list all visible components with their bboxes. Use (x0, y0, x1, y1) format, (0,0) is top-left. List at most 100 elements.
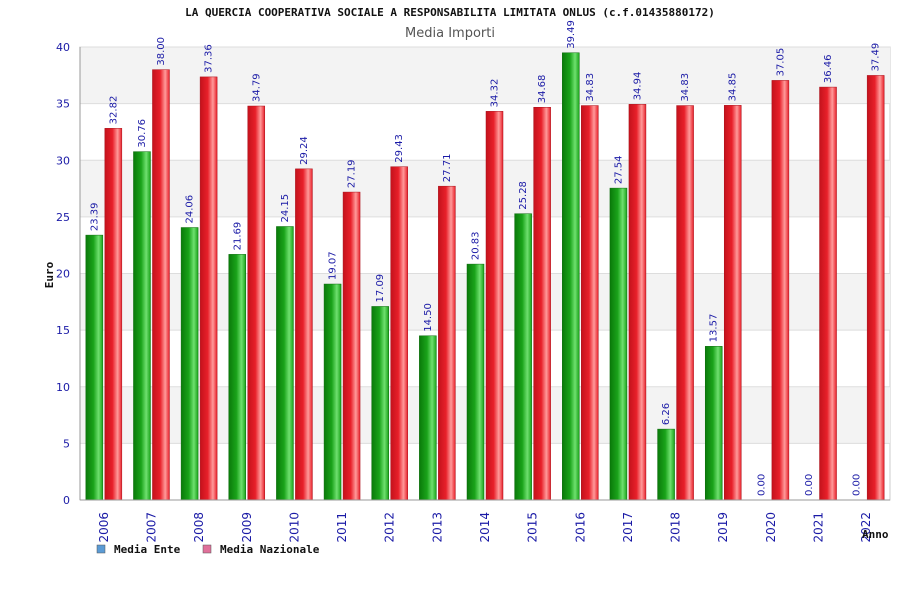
value-label-media-ente-2018: 6.26 (661, 403, 672, 425)
value-label-media-nazionale-2022: 37.49 (871, 43, 882, 72)
value-label-media-ente-2022: 0.00 (852, 474, 863, 496)
x-tick-label-2020: 2020 (764, 512, 778, 543)
bar-media-ente-2011 (323, 283, 342, 501)
legend-swatch-media-nazionale (202, 544, 212, 554)
x-tick-label-2013: 2013 (430, 512, 444, 543)
value-label-media-ente-2008: 24.06 (185, 195, 196, 224)
legend-label-media-nazionale: Media Nazionale (220, 543, 320, 556)
legend-item-media-ente: Media Ente (96, 543, 181, 556)
x-tick-label-2008: 2008 (192, 512, 206, 543)
value-label-media-nazionale-2021: 36.46 (823, 54, 834, 83)
x-tick-label-2017: 2017 (621, 512, 635, 543)
bar-media-ente-2015 (514, 213, 532, 501)
value-label-media-ente-2019: 13.57 (709, 314, 720, 343)
bar-media-nazionale-2010 (295, 168, 313, 501)
bar-media-nazionale-2014 (485, 111, 504, 501)
x-tick-label-2015: 2015 (526, 512, 540, 543)
x-tick-label-2011: 2011 (335, 512, 349, 543)
value-label-media-ente-2012: 17.09 (375, 274, 386, 303)
bar-media-nazionale-2018 (676, 105, 694, 501)
value-label-media-nazionale-2013: 27.71 (442, 154, 453, 183)
y-tick-label: 10 (56, 381, 70, 394)
bar-media-nazionale-2007 (152, 69, 170, 501)
bar-media-nazionale-2009 (247, 105, 266, 501)
value-label-media-ente-2014: 20.83 (471, 231, 482, 260)
y-tick-label: 5 (63, 437, 70, 450)
bar-media-nazionale-2011 (342, 191, 361, 501)
bar-media-nazionale-2008 (199, 76, 218, 501)
y-tick-label: 25 (56, 211, 70, 224)
bar-media-ente-2012 (371, 306, 389, 501)
x-tick-label-2021: 2021 (812, 512, 826, 543)
y-tick-label: 20 (56, 268, 70, 281)
bar-media-nazionale-2017 (628, 104, 647, 501)
bar-media-ente-2017 (609, 187, 628, 501)
bar-media-nazionale-2019 (723, 105, 742, 501)
x-tick-label-2014: 2014 (478, 512, 492, 543)
bar-media-nazionale-2016 (581, 105, 599, 501)
x-tick-label-2012: 2012 (383, 512, 397, 543)
bar-media-ente-2008 (180, 227, 199, 501)
y-tick-label: 0 (63, 494, 70, 507)
bar-media-nazionale-2012 (390, 166, 408, 501)
value-label-media-ente-2020: 0.00 (756, 474, 767, 496)
value-label-media-ente-2010: 24.15 (280, 194, 291, 223)
value-label-media-nazionale-2015: 34.68 (537, 75, 548, 104)
value-label-media-ente-2021: 0.00 (804, 474, 815, 496)
bar-media-nazionale-2020 (771, 80, 790, 501)
bar-media-nazionale-2022 (866, 75, 885, 501)
value-label-media-ente-2007: 30.76 (137, 119, 148, 148)
x-tick-label-2019: 2019 (716, 512, 730, 543)
legend-swatch-media-ente (96, 544, 106, 554)
bar-media-nazionale-2006 (104, 128, 123, 501)
bar-media-ente-2013 (419, 335, 437, 501)
value-label-media-nazionale-2012: 29.43 (394, 134, 405, 163)
value-label-media-ente-2006: 23.39 (89, 202, 100, 231)
value-label-media-nazionale-2011: 27.19 (347, 159, 358, 188)
bar-media-nazionale-2013 (438, 185, 456, 501)
y-axis-title: Euro (43, 261, 56, 288)
value-label-media-nazionale-2016: 34.83 (585, 73, 596, 102)
value-label-media-nazionale-2018: 34.83 (680, 73, 691, 102)
bar-media-ente-2009 (228, 254, 247, 501)
bar-media-nazionale-2021 (819, 86, 837, 501)
chart-subtitle: Media Importi (405, 26, 495, 41)
x-tick-label-2010: 2010 (287, 512, 301, 543)
value-label-media-ente-2015: 25.28 (518, 181, 529, 210)
value-label-media-nazionale-2014: 34.32 (490, 79, 501, 108)
x-tick-label-2007: 2007 (144, 512, 158, 543)
value-label-media-ente-2009: 21.69 (232, 222, 243, 251)
legend: Media Ente Media Nazionale (96, 543, 320, 556)
value-label-media-nazionale-2009: 34.79 (251, 73, 262, 102)
legend-item-media-nazionale: Media Nazionale (202, 543, 320, 556)
bar-media-ente-2016 (562, 52, 580, 501)
bar-media-ente-2010 (276, 226, 294, 501)
bar-media-ente-2006 (85, 234, 104, 501)
value-label-media-nazionale-2017: 34.94 (632, 72, 643, 101)
bar-media-ente-2007 (133, 151, 151, 501)
value-label-media-ente-2011: 19.07 (328, 251, 339, 280)
y-tick-label: 35 (56, 98, 70, 111)
value-label-media-ente-2017: 27.54 (613, 155, 624, 184)
legend-label-media-ente: Media Ente (114, 543, 181, 556)
value-label-media-nazionale-2010: 29.24 (299, 136, 310, 165)
y-tick-label: 40 (56, 41, 70, 54)
bar-media-ente-2014 (466, 263, 485, 501)
value-label-media-ente-2013: 14.50 (423, 303, 434, 332)
bar-media-nazionale-2015 (533, 106, 551, 501)
y-tick-label: 15 (56, 324, 70, 337)
value-label-media-nazionale-2007: 38.00 (156, 37, 167, 66)
value-label-media-nazionale-2006: 32.82 (108, 96, 119, 125)
value-label-media-nazionale-2019: 34.85 (728, 73, 739, 102)
bar-media-ente-2018 (657, 428, 675, 501)
x-tick-label-2016: 2016 (573, 512, 587, 543)
chart-title: LA QUERCIA COOPERATIVA SOCIALE A RESPONS… (185, 6, 715, 19)
x-axis-title: Anno (862, 528, 889, 541)
bar-media-ente-2019 (704, 346, 723, 501)
x-tick-label-2009: 2009 (240, 512, 254, 543)
value-label-media-ente-2016: 39.49 (566, 20, 577, 49)
value-label-media-nazionale-2008: 37.36 (204, 44, 215, 73)
x-tick-label-2006: 2006 (97, 512, 111, 543)
